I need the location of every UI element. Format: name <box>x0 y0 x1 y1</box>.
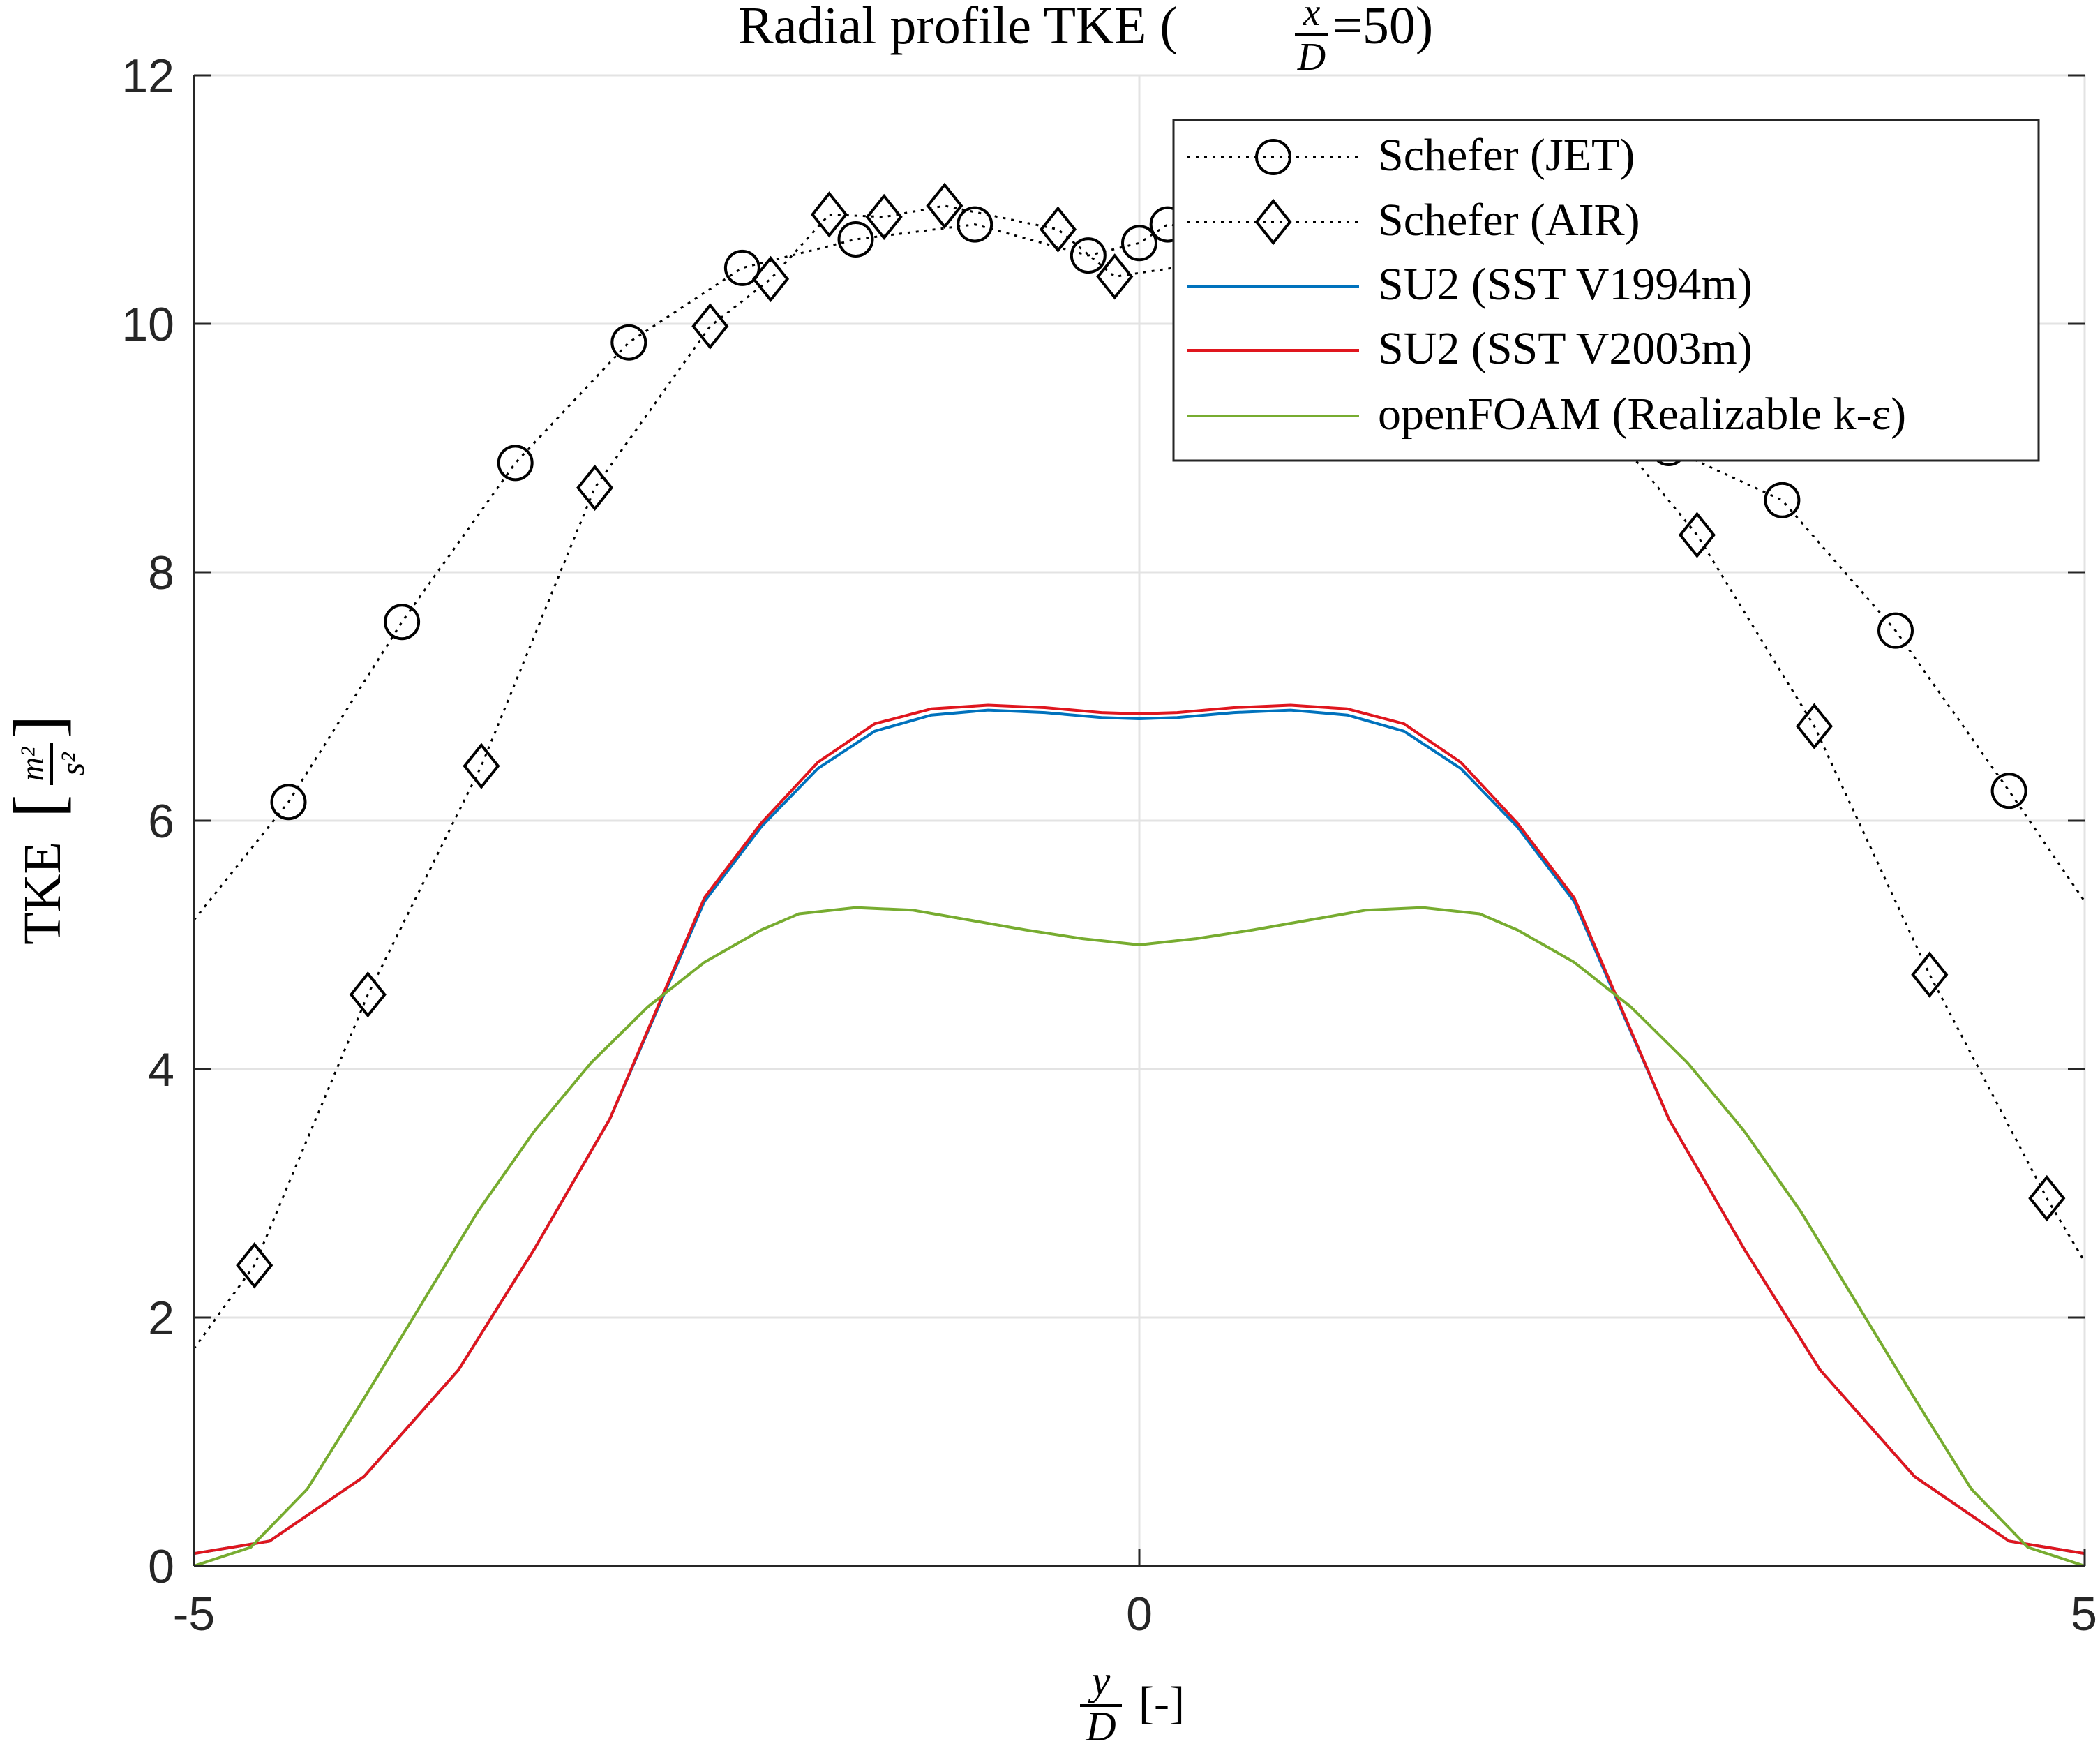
data-point-air <box>926 182 963 230</box>
data-point-air <box>236 1242 273 1289</box>
data-point-jet <box>1121 225 1157 262</box>
xlabel-frac-denominator: D <box>1085 1703 1116 1746</box>
legend-entry-openfoam: openFOAM (Realizable k-ε) <box>1187 389 1906 440</box>
ylabel-unit-numerator: m² <box>14 746 51 782</box>
series-line-jet <box>193 223 2086 921</box>
series-line-openfoam <box>193 906 2085 1567</box>
x-tick-label: 5 <box>2071 1588 2097 1641</box>
data-point-jet <box>1990 773 2027 809</box>
data-point-jet <box>1070 237 1107 274</box>
ylabel-bracket-right: ] <box>0 715 77 738</box>
ylabel-text: TKE <box>13 842 72 945</box>
data-point-air <box>865 193 903 241</box>
legend-label-v2003: SU2 (SST V2003m) <box>1378 323 1753 374</box>
legend-entry-v2003: SU2 (SST V2003m) <box>1187 323 1753 374</box>
y-tick-label: 8 <box>148 546 174 599</box>
ylabel-bracket-left: [ <box>0 795 77 818</box>
y-tick-label: 6 <box>148 795 174 848</box>
y-tick-label: 12 <box>121 50 174 103</box>
data-point-air <box>810 191 848 238</box>
legend-entry-jet: Schefer (JET) <box>1187 130 1635 181</box>
data-point-air <box>691 303 729 350</box>
data-point-jet <box>610 324 647 361</box>
chart-title: Radial profile TKE ( x D =50) <box>738 0 1433 79</box>
legend-label-air: Schefer (AIR) <box>1378 195 1640 246</box>
series-line-air <box>193 204 2086 1350</box>
xlabel-unit: [-] <box>1139 1678 1185 1729</box>
y-tick-label: 4 <box>148 1043 174 1096</box>
data-point-air <box>2028 1174 2066 1222</box>
data-point-jet <box>837 221 874 258</box>
data-point-air <box>576 464 614 512</box>
data-point-air <box>1911 951 1949 998</box>
data-point-air <box>1795 703 1833 749</box>
legend-entry-air: Schefer (AIR) <box>1187 195 1640 246</box>
legend-marker-diamond <box>1254 198 1292 246</box>
y-axis-label: TKE [ m² s² ] <box>0 715 91 945</box>
data-point-jet <box>723 249 760 286</box>
data-point-jet <box>497 445 534 482</box>
title-suffix: =50) <box>1333 0 1433 55</box>
legend-label-v1994: SU2 (SST V1994m) <box>1378 259 1753 310</box>
series-line-v2003 <box>193 703 2085 1555</box>
legend-box <box>1172 119 2040 462</box>
title-frac-numerator: x <box>1303 0 1321 34</box>
ylabel-unit-denominator: s² <box>54 752 91 776</box>
legend-label-jet: Schefer (JET) <box>1378 130 1635 181</box>
data-point-jet <box>384 604 421 641</box>
x-tick-label: 0 <box>1126 1588 1153 1641</box>
title-frac-denominator: D <box>1297 36 1326 79</box>
data-point-jet <box>1877 612 1914 649</box>
legend-label-openfoam: openFOAM (Realizable k-ε) <box>1378 389 1906 440</box>
xlabel-frac-numerator: y <box>1088 1657 1111 1703</box>
legend: Schefer (JET) Schefer (AIR) SU2 (SST V19… <box>1172 119 2040 462</box>
data-point-air <box>1096 253 1134 300</box>
data-point-air <box>1678 512 1716 558</box>
x-axis-label: y D [-] <box>1080 1657 1185 1746</box>
legend-marker-circle <box>1255 139 1291 175</box>
data-point-air <box>1039 206 1077 253</box>
legend-entry-v1994: SU2 (SST V1994m) <box>1187 259 1753 310</box>
title-prefix: Radial profile TKE ( <box>738 0 1178 55</box>
y-tick-label: 2 <box>148 1292 174 1345</box>
x-tick-label: -5 <box>173 1588 215 1641</box>
data-point-jet <box>957 206 993 243</box>
data-point-jet <box>270 784 307 821</box>
data-point-air <box>463 743 500 789</box>
data-point-air <box>751 255 790 303</box>
series-layer <box>193 182 2086 1567</box>
data-point-air <box>349 971 387 1018</box>
data-point-jet <box>1764 482 1801 518</box>
y-tick-label: 0 <box>148 1540 174 1593</box>
y-tick-label: 10 <box>121 298 174 351</box>
